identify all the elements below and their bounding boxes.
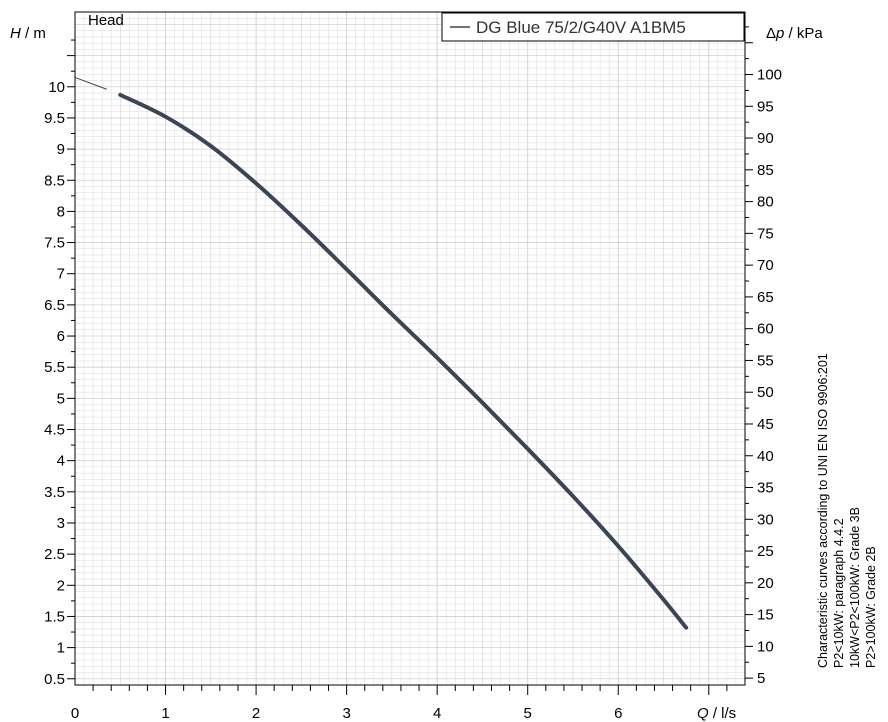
y2-tick-label: 50 <box>757 384 774 401</box>
extrapolation-line <box>74 76 107 90</box>
y-axis-variable: H <box>10 25 21 42</box>
y2-axis-variable: p <box>775 25 784 42</box>
y2-tick-label: 90 <box>757 130 774 147</box>
y-tick-label: 9 <box>57 141 65 158</box>
axis-ticks <box>67 26 753 695</box>
x-tick-label: 5 <box>524 705 532 722</box>
y2-tick-label: 30 <box>757 511 774 528</box>
y-tick-label: 1 <box>57 640 65 657</box>
y-axis-title: H / m <box>10 25 46 42</box>
minor-gridlines <box>75 12 745 685</box>
y-tick-label: 1.5 <box>44 608 65 625</box>
side-note-4: P2>100kW: Grade 2B <box>864 546 878 668</box>
y2-tick-label: 10 <box>757 638 774 655</box>
y-tick-label: 3.5 <box>44 484 65 501</box>
y-tick-label: 8 <box>57 203 65 220</box>
y2-tick-label: 55 <box>757 352 774 369</box>
y2-tick-label: 40 <box>757 448 774 465</box>
y2-axis-title: Δp / kPa <box>766 25 823 42</box>
legend: DG Blue 75/2/G40V A1BM5 <box>441 12 745 42</box>
y-tick-label: 10 <box>48 79 65 96</box>
x-tick-label: 2 <box>252 705 260 722</box>
side-note-1: Characteristic curves according to UNI E… <box>816 353 830 668</box>
y-tick-label: 6 <box>57 328 65 345</box>
y-tick-label: 2 <box>57 577 65 594</box>
y-tick-label: 7.5 <box>44 235 65 252</box>
x-tick-label: 3 <box>342 705 350 722</box>
x-tick-label: 4 <box>433 705 441 722</box>
y-axis-unit: / m <box>21 25 46 42</box>
y2-tick-label: 70 <box>757 257 774 274</box>
x-axis-title: Q / l/s <box>697 705 736 722</box>
y2-tick-label: 80 <box>757 194 774 211</box>
y2-tick-label: 15 <box>757 607 774 624</box>
y2-tick-label: 100 <box>757 67 782 84</box>
side-note-3: 10kW<P2<100kW: Grade 3B <box>848 507 862 668</box>
x-tick-label: 0 <box>71 705 79 722</box>
y2-tick-label: 5 <box>757 670 765 687</box>
y2-tick-label: 60 <box>757 321 774 338</box>
y-tick-label: 5 <box>57 390 65 407</box>
y2-tick-label: 20 <box>757 575 774 592</box>
x-tick-label: 1 <box>161 705 169 722</box>
y2-tick-label: 35 <box>757 480 774 497</box>
y2-axis-prefix: Δ <box>766 25 776 42</box>
y-tick-label: 2.5 <box>44 546 65 563</box>
y-tick-label: 0.5 <box>44 671 65 688</box>
y2-tick-label: 75 <box>757 225 774 242</box>
side-note-2: P2<10kW: paragraph 4.4.2 <box>832 518 846 668</box>
major-gridlines <box>75 12 745 685</box>
legend-box <box>441 12 745 42</box>
head-curve <box>118 92 689 630</box>
tick-labels: 0.5 1 1.5 2 2.5 3 3.5 4 4.5 5 5.5 6 6.5 7 7.5 8 8.5 9 9.5 1… <box>44 67 782 722</box>
y2-tick-label: 65 <box>757 289 774 306</box>
y-tick-label: 9.5 <box>44 110 65 127</box>
y-tick-label: 4.5 <box>44 422 65 439</box>
y2-tick-label: 45 <box>757 416 774 433</box>
y2-tick-label: 25 <box>757 543 774 560</box>
y-tick-label: 4 <box>57 453 65 470</box>
y-tick-label: 6.5 <box>44 297 65 314</box>
y2-axis-unit: / kPa <box>784 25 823 42</box>
y-tick-label: 5.5 <box>44 359 65 376</box>
y2-tick-label: 95 <box>757 98 774 115</box>
y-tick-label: 3 <box>57 515 65 532</box>
legend-label: DG Blue 75/2/G40V A1BM5 <box>476 18 686 37</box>
panel-label: Head <box>88 12 124 29</box>
x-tick-label: 6 <box>614 705 622 722</box>
x-axis-variable: Q <box>697 705 709 722</box>
plot-frame <box>74 11 746 686</box>
side-notes: Characteristic curves according to UNI E… <box>816 353 878 668</box>
x-axis-unit: / l/s <box>709 705 737 722</box>
y2-tick-label: 85 <box>757 162 774 179</box>
y-tick-label: 8.5 <box>44 172 65 189</box>
y-tick-label: 7 <box>57 266 65 283</box>
curves <box>74 76 689 630</box>
